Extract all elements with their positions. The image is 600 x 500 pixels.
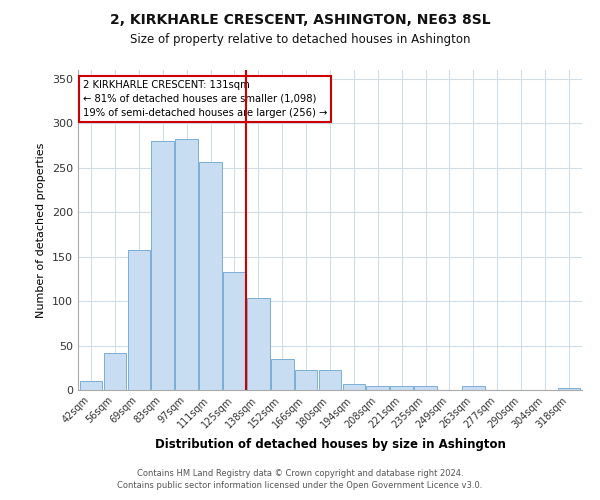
Bar [223, 272, 246, 390]
Bar [343, 384, 365, 390]
Text: 2 KIRKHARLE CRESCENT: 131sqm
← 81% of detached houses are smaller (1,098)
19% of: 2 KIRKHARLE CRESCENT: 131sqm ← 81% of de… [83, 80, 328, 118]
Text: 2, KIRKHARLE CRESCENT, ASHINGTON, NE63 8SL: 2, KIRKHARLE CRESCENT, ASHINGTON, NE63 8… [110, 12, 490, 26]
Bar [104, 352, 127, 390]
Text: Contains HM Land Registry data © Crown copyright and database right 2024.: Contains HM Land Registry data © Crown c… [137, 468, 463, 477]
Bar [391, 386, 413, 390]
Bar [199, 162, 222, 390]
Bar [175, 140, 198, 390]
Bar [295, 370, 317, 390]
Bar [151, 141, 174, 390]
Bar [271, 359, 293, 390]
Bar [128, 250, 150, 390]
Bar [557, 388, 580, 390]
Bar [247, 298, 269, 390]
Bar [414, 386, 437, 390]
X-axis label: Distribution of detached houses by size in Ashington: Distribution of detached houses by size … [155, 438, 505, 451]
Bar [319, 370, 341, 390]
Bar [367, 386, 389, 390]
Text: Size of property relative to detached houses in Ashington: Size of property relative to detached ho… [130, 32, 470, 46]
Bar [462, 386, 485, 390]
Text: Contains public sector information licensed under the Open Government Licence v3: Contains public sector information licen… [118, 481, 482, 490]
Bar [80, 381, 103, 390]
Y-axis label: Number of detached properties: Number of detached properties [37, 142, 46, 318]
